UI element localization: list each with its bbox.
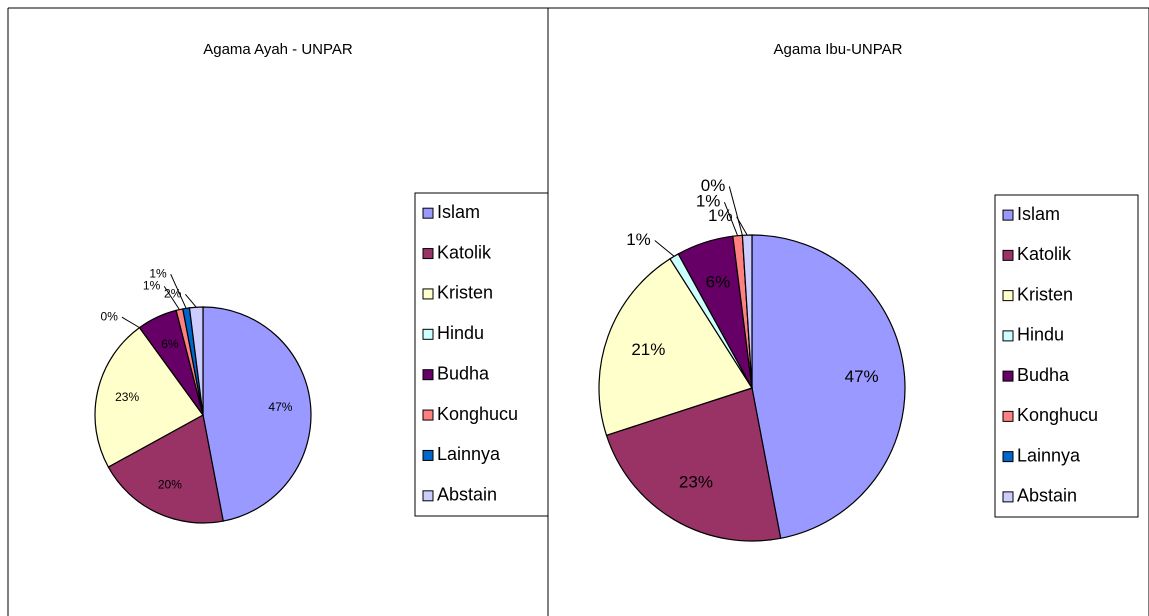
legend-label: Konghucu [1017,405,1098,425]
legend-label: Abstain [1017,486,1077,506]
pie-slice [751,234,906,539]
data-label: 1% [696,192,721,211]
pie-slice [188,306,204,416]
legend-label: Kristen [1017,284,1073,304]
leader-line [185,293,197,308]
data-label: 1% [149,266,167,280]
data-label: 0% [701,176,726,195]
legend-swatch [422,490,434,502]
data-label: 23% [679,472,713,491]
data-label: 6% [161,337,179,351]
pie-slice [598,257,753,437]
data-label: 47% [845,367,879,386]
legend-swatch [422,369,434,381]
data-label: 0% [101,309,119,323]
legend-swatch [1002,451,1014,463]
legend-swatch [1002,491,1014,503]
legend-swatch [422,207,434,219]
legend-label: Lainnya [437,444,501,464]
legend-label: Kristen [437,283,493,303]
leader-line [170,273,187,309]
legend-label: Katolik [437,242,492,262]
leader-line [121,316,140,329]
legend-swatch [1002,249,1014,261]
leader-line [654,240,675,257]
pie-slice [107,414,224,524]
legend-swatch [1002,290,1014,302]
legend-swatch [422,449,434,461]
pie-slice [202,306,312,522]
data-label: 20% [158,478,182,492]
leader-line [728,186,743,236]
legend-label: Lainnya [1017,445,1081,465]
legend-swatch [1002,209,1014,221]
legend-label: Hindu [437,323,484,343]
legend-swatch [422,409,434,421]
pie-slice [94,326,204,468]
legend-swatch [422,328,434,340]
legend-swatch [1002,330,1014,342]
legend-swatch [1002,410,1014,422]
legend-swatch [422,248,434,260]
legend-label: Abstain [437,485,497,505]
pie-slice [741,234,753,389]
data-label: 1% [626,230,651,249]
data-label: 1% [708,206,733,225]
legend-label: Katolik [1017,244,1072,264]
data-label: 21% [631,340,665,359]
pie-slice [605,387,782,542]
chart-title: Agama Ibu-UNPAR [774,41,903,58]
leader-line [723,201,739,236]
legend-label: Konghucu [437,404,518,424]
legend-label: Islam [437,202,480,222]
legend-swatch [422,288,434,300]
data-label: 6% [706,273,731,292]
legend-box [994,194,1139,518]
leader-line [736,216,748,236]
data-label: 2% [164,286,182,300]
legend-label: Hindu [1017,325,1064,345]
data-label: 47% [268,400,292,414]
legend-swatch [1002,370,1014,382]
legend-label: Budha [437,363,490,383]
legend-label: Budha [1017,365,1070,385]
data-label: 1% [143,279,161,293]
chart-title: Agama Ayah - UNPAR [203,41,353,58]
legend-label: Islam [1017,204,1060,224]
data-label: 23% [115,390,139,404]
leader-line [163,286,180,310]
